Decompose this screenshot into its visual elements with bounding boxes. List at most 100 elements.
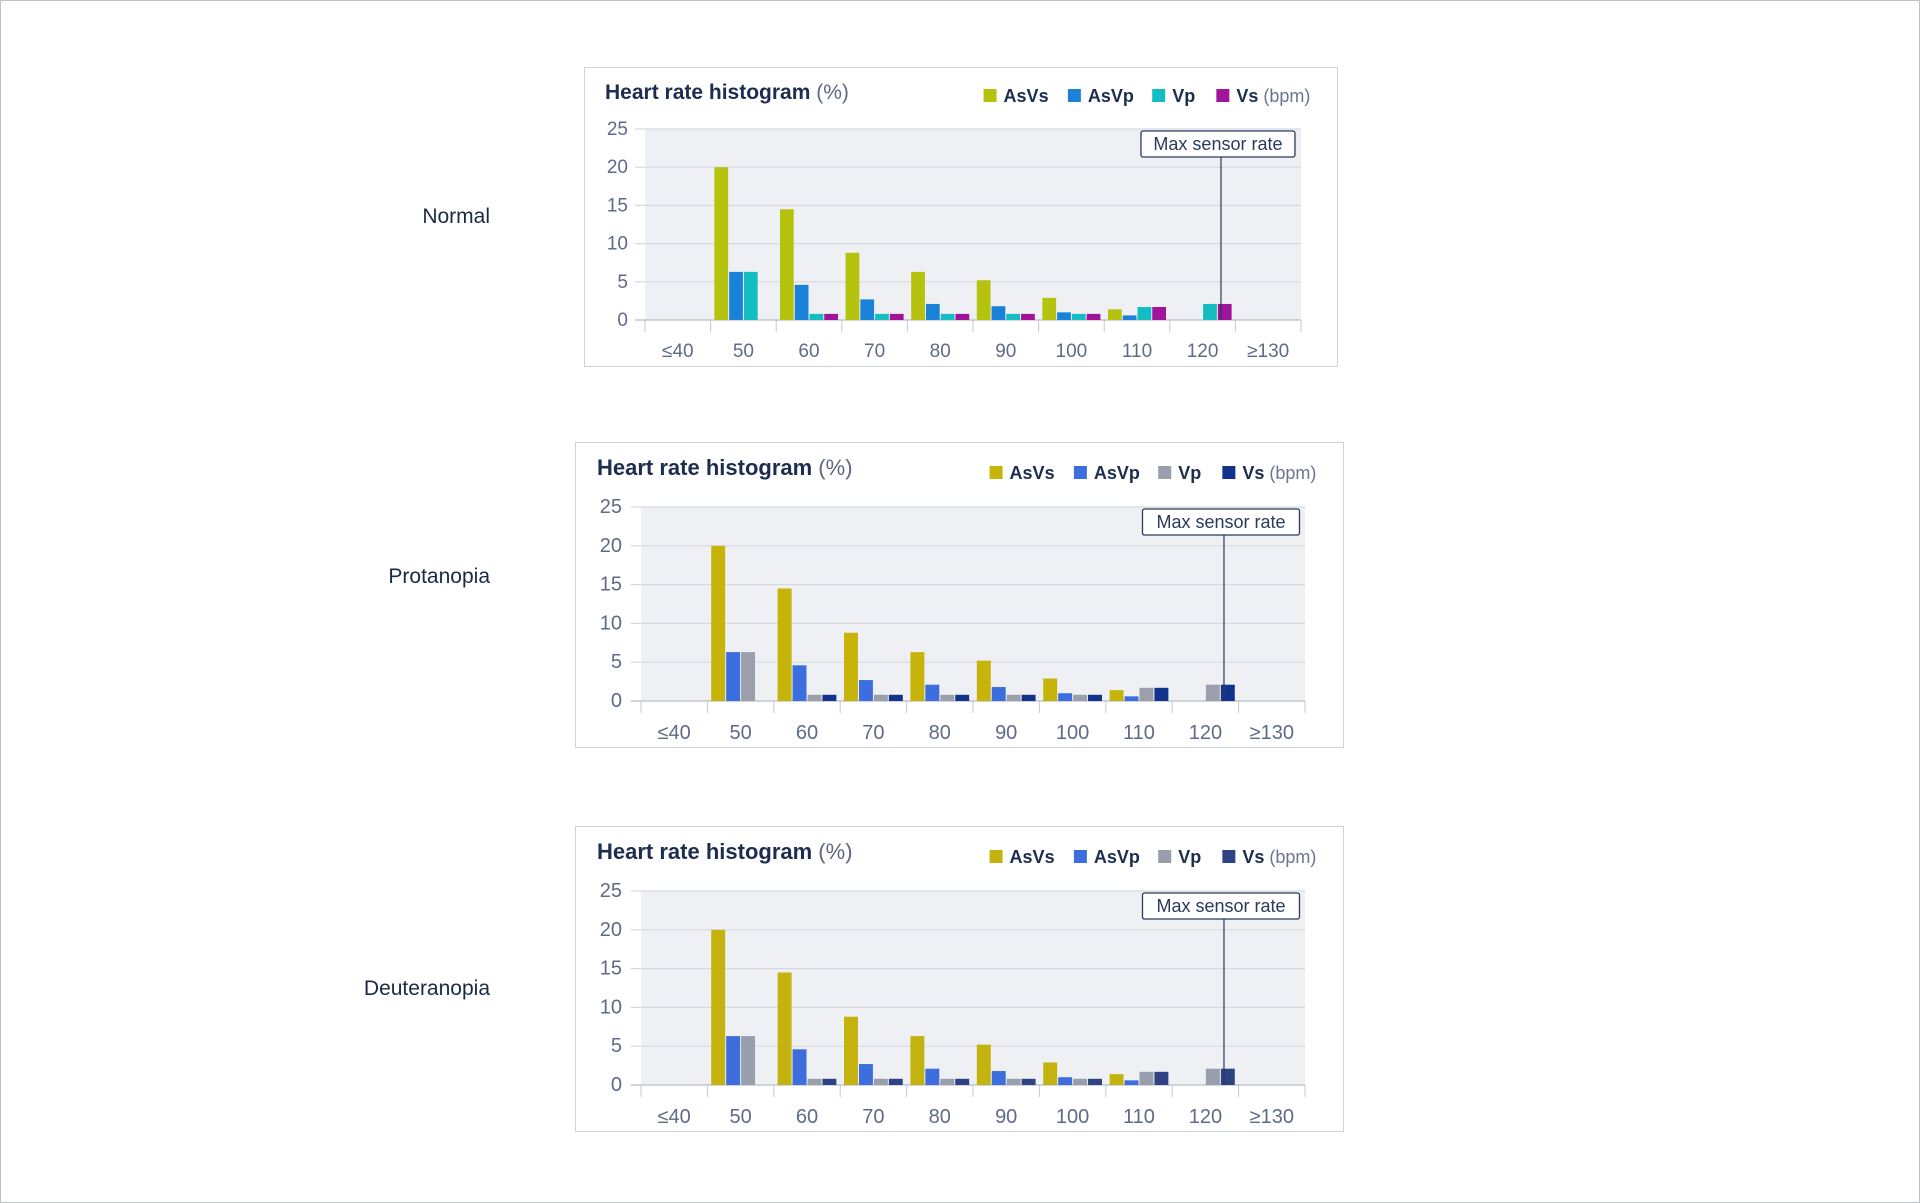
bar-vp-80 bbox=[940, 694, 955, 701]
bar-vp-70 bbox=[873, 1078, 888, 1085]
y-tick-label: 5 bbox=[611, 651, 622, 673]
x-tick-label: 100 bbox=[1056, 722, 1089, 744]
bar-vs-110 bbox=[1152, 307, 1167, 320]
y-tick-label: 15 bbox=[600, 958, 622, 980]
legend-label-asvp: AsVp bbox=[1094, 463, 1140, 483]
x-tick-label: 50 bbox=[729, 1106, 751, 1128]
bar-asvs-100 bbox=[1043, 1062, 1058, 1085]
bar-asvp-50 bbox=[726, 1036, 741, 1085]
legend-unit: (bpm) bbox=[1264, 463, 1316, 483]
max-sensor-rate-box bbox=[1141, 508, 1301, 536]
bar-vp-80 bbox=[940, 313, 955, 320]
bar-asvp-80 bbox=[925, 303, 940, 320]
bar-asvp-90 bbox=[991, 1071, 1006, 1085]
bar-vs-100 bbox=[1088, 694, 1102, 701]
bar-asvp-110 bbox=[1122, 315, 1137, 320]
bar-asvs-80 bbox=[910, 652, 925, 701]
bar-vp-60 bbox=[809, 313, 824, 320]
legend-swatch-vs bbox=[1222, 466, 1236, 479]
bar-vp-90 bbox=[1006, 313, 1021, 320]
legend-label-vs: Vs (bpm) bbox=[1236, 86, 1310, 106]
bar-vs-60 bbox=[824, 313, 839, 320]
bar-vs-120 bbox=[1220, 684, 1235, 701]
x-tick-label: 80 bbox=[929, 1106, 951, 1128]
histogram-chart-protanopia: 0 5 10 15 20 25 ≤40 50 60 70 80 90 100 110 120 ≥130 Max … bbox=[597, 455, 1316, 744]
y-tick-label: 20 bbox=[607, 157, 628, 178]
y-tick-label: 25 bbox=[600, 880, 622, 902]
bar-asvs-110 bbox=[1107, 309, 1122, 320]
bar-asvs-80 bbox=[911, 271, 925, 320]
bar-vs-120 bbox=[1217, 303, 1232, 320]
bar-asvp-50 bbox=[729, 271, 743, 320]
bar-vp-120 bbox=[1205, 684, 1220, 701]
x-tick-label: ≥130 bbox=[1247, 341, 1289, 362]
bar-asvp-70 bbox=[858, 680, 873, 701]
legend-swatch-asvs bbox=[983, 89, 997, 102]
bar-vp-80 bbox=[940, 1078, 955, 1085]
chart-title: Heart rate histogram (%) bbox=[597, 839, 853, 864]
histogram-card-protanopia: 0 5 10 15 20 25 ≤40 50 60 70 80 90 100 110 120 ≥130 Max … bbox=[575, 442, 1344, 748]
bar-vs-110 bbox=[1154, 1071, 1169, 1085]
y-tick-label: 10 bbox=[600, 612, 622, 634]
x-tick-label: 70 bbox=[862, 722, 884, 744]
bar-vp-90 bbox=[1006, 1078, 1021, 1085]
bar-vp-70 bbox=[875, 313, 889, 320]
bar-vs-90 bbox=[1021, 1078, 1036, 1085]
legend-label-vp: Vp bbox=[1172, 86, 1195, 106]
bar-vp-120 bbox=[1203, 303, 1217, 320]
x-tick-label: 100 bbox=[1056, 341, 1088, 362]
bar-vp-50 bbox=[743, 271, 758, 320]
bar-asvs-70 bbox=[844, 1016, 858, 1085]
x-tick-label: ≥130 bbox=[1250, 722, 1294, 744]
bar-vp-120 bbox=[1205, 1068, 1220, 1085]
chart-title-unit: (%) bbox=[812, 455, 852, 480]
bar-asvp-80 bbox=[925, 684, 940, 701]
legend-swatch-vp bbox=[1152, 89, 1166, 102]
histogram-card-deuteranopia: 0 5 10 15 20 25 ≤40 50 60 70 80 90 100 110 120 ≥130 Max … bbox=[575, 826, 1344, 1132]
y-tick-label: 10 bbox=[600, 996, 622, 1018]
bar-asvs-100 bbox=[1042, 297, 1057, 320]
bar-asvs-60 bbox=[779, 209, 794, 320]
x-tick-label: 110 bbox=[1122, 341, 1152, 362]
row-label-deuteranopia: Deuteranopia bbox=[363, 977, 490, 1000]
bar-asvs-70 bbox=[844, 632, 858, 701]
bar-vp-110 bbox=[1139, 687, 1154, 701]
x-tick-label: 120 bbox=[1187, 341, 1219, 362]
y-tick-label: 15 bbox=[607, 195, 628, 216]
legend-swatch-asvp bbox=[1073, 466, 1087, 479]
legend-label-vs: Vs (bpm) bbox=[1242, 463, 1316, 483]
bar-vs-80 bbox=[955, 313, 970, 320]
bar-asvp-110 bbox=[1124, 1080, 1139, 1085]
bar-vs-70 bbox=[889, 313, 904, 320]
bar-asvp-110 bbox=[1124, 696, 1139, 701]
x-tick-label: 50 bbox=[729, 722, 751, 744]
legend-label-vp: Vp bbox=[1178, 847, 1201, 867]
bar-vs-90 bbox=[1021, 313, 1035, 320]
chart-title-unit: (%) bbox=[810, 81, 849, 104]
legend-swatch-vp bbox=[1158, 466, 1172, 479]
bar-asvp-50 bbox=[726, 652, 741, 701]
bar-vp-90 bbox=[1006, 694, 1021, 701]
legend-label-vs: Vs (bpm) bbox=[1242, 847, 1316, 867]
chart-title: Heart rate histogram (%) bbox=[597, 455, 853, 480]
x-tick-label: 60 bbox=[796, 1106, 818, 1128]
bar-vp-50 bbox=[741, 1036, 756, 1085]
x-tick-label: 110 bbox=[1123, 722, 1155, 744]
bar-asvs-50 bbox=[714, 167, 729, 320]
legend-swatch-asvs bbox=[989, 466, 1003, 479]
bar-asvp-70 bbox=[858, 1064, 873, 1085]
bar-vp-100 bbox=[1073, 1078, 1088, 1085]
x-tick-label: ≤40 bbox=[658, 1106, 691, 1128]
bar-vp-100 bbox=[1073, 694, 1088, 701]
bar-asvp-100 bbox=[1057, 312, 1071, 320]
y-tick-label: 20 bbox=[600, 535, 622, 557]
bar-asvp-100 bbox=[1058, 693, 1073, 701]
bar-vs-100 bbox=[1088, 1078, 1102, 1085]
x-tick-label: 90 bbox=[995, 722, 1017, 744]
x-tick-label: 120 bbox=[1189, 722, 1222, 744]
legend-label-asvp: AsVp bbox=[1094, 847, 1140, 867]
max-sensor-rate-box bbox=[1141, 892, 1301, 920]
bar-vp-110 bbox=[1137, 307, 1152, 320]
histogram-chart-normal: 0 5 10 15 20 25 ≤40 50 60 70 80 90 100 110 120 ≥130 Max … bbox=[605, 81, 1310, 362]
bar-vs-110 bbox=[1154, 687, 1169, 701]
